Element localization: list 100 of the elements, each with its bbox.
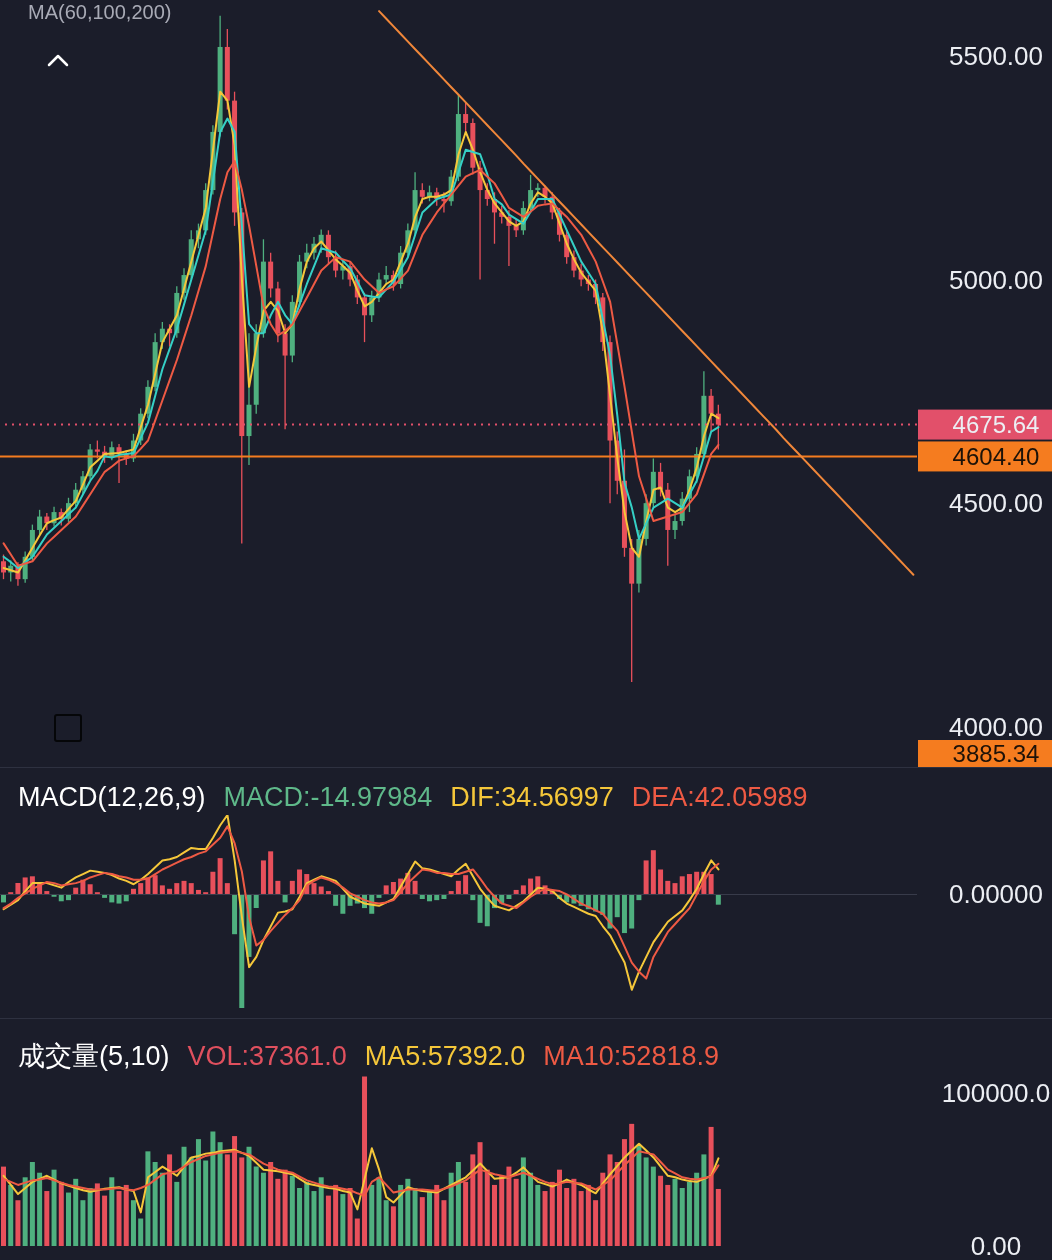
bar [275,880,281,895]
bar [347,1187,353,1246]
bar [253,894,259,909]
bar [354,1218,360,1246]
bar [672,1178,678,1246]
y-tick-label: 4000.00 [949,711,1043,742]
bar [441,1200,447,1246]
bar [282,1169,288,1246]
bar [506,1166,512,1246]
bar [174,1181,180,1246]
bar [311,883,317,895]
bar [578,1191,584,1246]
bar [181,880,187,895]
bar [463,875,469,895]
y-tick-label: 0.00 [970,1231,1022,1260]
bar [239,1157,245,1246]
text: DEA:42.05989 [631,781,808,814]
bar [145,1151,151,1246]
bar [123,1184,129,1246]
bar [658,1175,664,1246]
candlestick [708,388,714,433]
bar [650,1166,656,1246]
bar [289,880,295,895]
bar [390,1206,396,1246]
bar [333,894,339,906]
bar [8,1184,14,1246]
bar [535,1184,541,1246]
bar [672,883,678,895]
bar [152,875,158,895]
bar [701,1154,707,1246]
bar [621,894,627,934]
bar [383,1200,389,1246]
bar [340,894,346,914]
bar [130,1200,136,1246]
line-series [2,1142,720,1214]
bar [607,1154,613,1246]
bar [477,894,483,923]
bar [600,1172,606,1246]
bar [188,1157,194,1246]
bar [528,1172,534,1246]
bar [477,1142,483,1246]
bar [571,1178,577,1246]
bar [686,874,692,895]
bar [289,1175,295,1246]
bar [520,885,526,895]
y-tick-label: 100000.0 [941,1078,1051,1109]
bar [325,1195,331,1246]
bar [167,1154,173,1246]
bar [549,1181,555,1246]
bar [224,1154,230,1246]
bar [87,884,93,895]
bar [376,1177,382,1246]
bar [232,894,238,935]
bar [499,1175,505,1246]
bar [708,1126,714,1246]
bar [188,883,194,895]
bar [513,1178,519,1246]
bar [455,880,461,895]
candlestick [37,509,43,536]
bar [210,1131,216,1246]
text: 3885.34 [952,739,1040,767]
bar [694,1172,700,1246]
candlestick [463,102,469,133]
bar [643,860,649,895]
bar [484,1169,490,1246]
bar [217,1142,223,1246]
series-label: MACD:-14.97984 [223,781,433,814]
bar [138,1218,144,1246]
chart-title: MA(60,100,200) [28,0,172,25]
bar [679,876,685,895]
ref-line-label: 4675.64 [952,411,1040,439]
chart-title: 成交量(5,10) [18,1040,170,1073]
bar [58,1181,64,1246]
bar [708,874,714,895]
bar [614,894,620,918]
bar [419,1197,425,1246]
bar [614,1162,620,1246]
bar [629,894,635,929]
bar [109,1177,115,1246]
bar [398,1184,404,1246]
bar [318,1177,324,1246]
bar [210,871,216,895]
bar [679,1187,685,1246]
bar [369,1184,375,1246]
bar [665,1184,671,1246]
line-series [2,1150,720,1197]
bar [643,1157,649,1246]
bar [405,1178,411,1246]
y-tick-label: 5500.00 [949,40,1043,71]
y-tick-label: 5000.00 [949,264,1043,295]
bar [491,1184,497,1246]
bar [665,880,671,895]
bar [22,1177,28,1246]
bar [51,1169,57,1246]
bar [715,1188,721,1246]
bar [412,880,418,895]
bar [217,858,223,895]
bar [636,1145,642,1246]
bar [427,1191,433,1246]
bar [650,850,656,895]
